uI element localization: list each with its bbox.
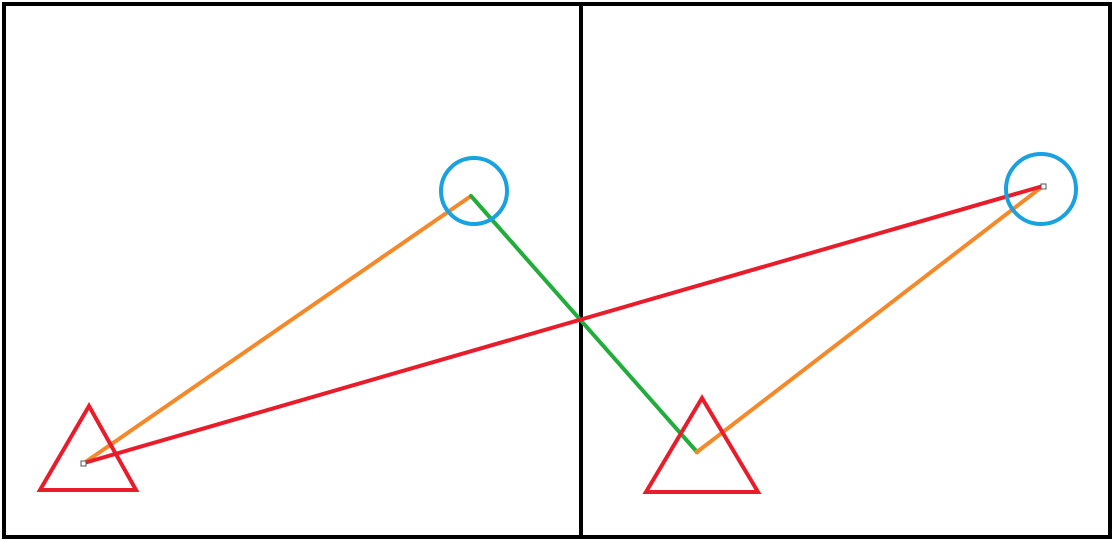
- left-triangle-node: [36, 401, 140, 492]
- left-triangle-anchor-marker: [80, 460, 87, 467]
- right-circle-anchor-marker: [1040, 183, 1047, 190]
- cross-green-connector: [469, 194, 699, 454]
- right-triangle-anchor-marker: [694, 449, 700, 455]
- right-circle-node: [1004, 152, 1078, 226]
- right-panel-frame: [579, 2, 1112, 539]
- left-orange-connector: [82, 194, 473, 465]
- right-orange-connector: [695, 184, 1045, 454]
- left-circle-node: [439, 156, 509, 226]
- right-triangle-node: [642, 394, 762, 494]
- cross-red-connector: [82, 184, 1045, 465]
